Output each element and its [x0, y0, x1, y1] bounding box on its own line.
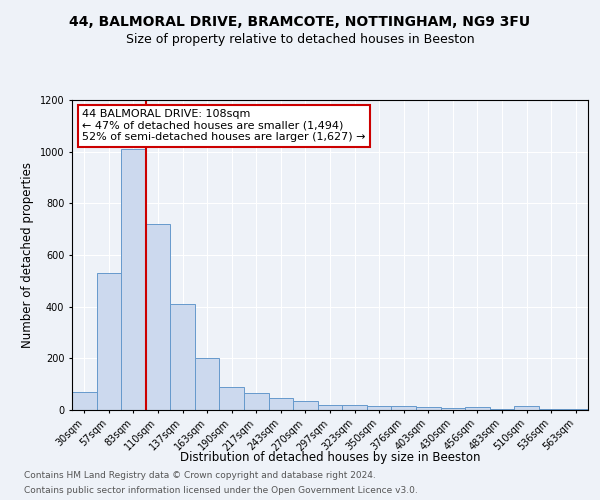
Bar — [514, 406, 539, 410]
Bar — [97, 273, 121, 410]
Bar — [416, 408, 440, 410]
Bar — [244, 393, 269, 410]
Bar — [539, 409, 563, 410]
Bar — [220, 387, 244, 410]
Bar — [318, 405, 342, 410]
Text: Contains public sector information licensed under the Open Government Licence v3: Contains public sector information licen… — [24, 486, 418, 495]
Bar — [121, 149, 146, 410]
Bar — [391, 406, 416, 410]
Bar — [342, 406, 367, 410]
Bar — [293, 401, 318, 410]
Text: 44 BALMORAL DRIVE: 108sqm
← 47% of detached houses are smaller (1,494)
52% of se: 44 BALMORAL DRIVE: 108sqm ← 47% of detac… — [82, 110, 366, 142]
Text: Contains HM Land Registry data © Crown copyright and database right 2024.: Contains HM Land Registry data © Crown c… — [24, 471, 376, 480]
Bar — [146, 224, 170, 410]
Text: Size of property relative to detached houses in Beeston: Size of property relative to detached ho… — [125, 32, 475, 46]
Bar — [195, 358, 220, 410]
Text: Distribution of detached houses by size in Beeston: Distribution of detached houses by size … — [180, 451, 480, 464]
Bar — [367, 406, 391, 410]
Bar — [170, 304, 195, 410]
Bar — [465, 408, 490, 410]
Bar — [440, 408, 465, 410]
Bar — [269, 398, 293, 410]
Bar — [490, 408, 514, 410]
Bar — [72, 392, 97, 410]
Text: 44, BALMORAL DRIVE, BRAMCOTE, NOTTINGHAM, NG9 3FU: 44, BALMORAL DRIVE, BRAMCOTE, NOTTINGHAM… — [70, 15, 530, 29]
Y-axis label: Number of detached properties: Number of detached properties — [21, 162, 34, 348]
